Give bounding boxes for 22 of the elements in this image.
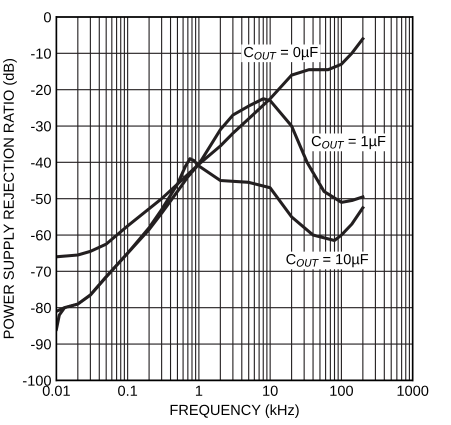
y-tick-label: -40: [31, 157, 51, 168]
y-tick-label: -20: [31, 84, 51, 96]
x-tick-label: 1: [196, 386, 202, 396]
y-tick-label: -50: [31, 194, 51, 204]
y-tick-label: -90: [31, 339, 51, 350]
y-axis-title: POWER SUPPLY REJECTION RATIO (dB): [3, 58, 17, 338]
y-tick-label: -100: [22, 375, 51, 386]
x-axis-title: FREQUENCY (kHz): [170, 404, 299, 418]
annotation: C$_{OUT}$ = 1µF: [312, 136, 386, 150]
y-tick-label: -70: [31, 266, 51, 277]
annotation: C$_{OUT}$ = 10µF: [286, 254, 368, 268]
y-tick-label: -80: [31, 302, 51, 314]
y-tick-label: -60: [31, 230, 51, 240]
y-tick-label: -30: [31, 121, 51, 132]
x-tick-label: 0.01: [42, 386, 70, 396]
x-tick-label: 1000: [398, 386, 428, 396]
annotation: C$_{OUT}$ = 0µF: [244, 46, 318, 60]
x-tick-label: 100: [330, 386, 354, 396]
x-tick-label: 0.1: [118, 386, 138, 396]
y-tick-label: 0: [44, 12, 51, 22]
y-tick-label: -10: [31, 48, 51, 59]
x-tick-label: 10: [263, 386, 278, 396]
